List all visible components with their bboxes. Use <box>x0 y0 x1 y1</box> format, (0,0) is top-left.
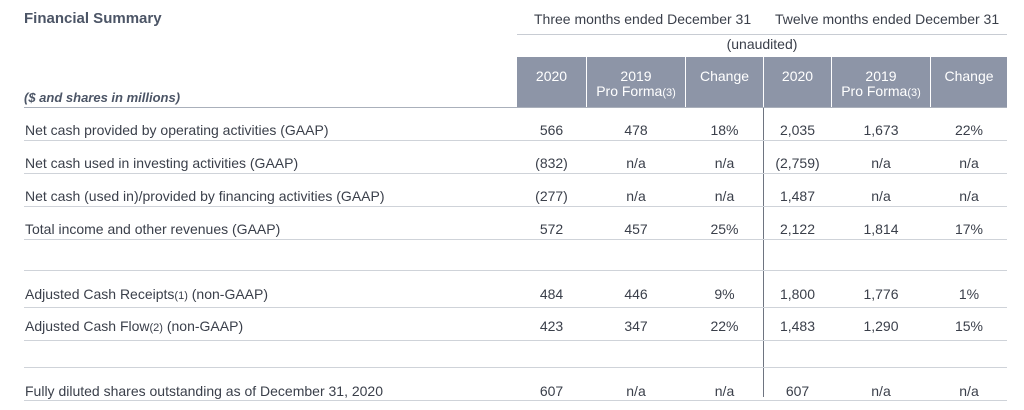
table-cell: n/a <box>871 155 891 171</box>
unaudited-label: (unaudited) <box>726 36 798 52</box>
table-row-label: Fully diluted shares outstanding as of D… <box>25 383 383 399</box>
table-cell: 17% <box>954 221 984 237</box>
row-rule <box>24 270 1007 271</box>
period-divider <box>763 107 764 397</box>
table-cell: 607 <box>785 383 810 399</box>
row-rule <box>24 239 1007 240</box>
row-rule <box>24 340 1007 341</box>
table-cell: 566 <box>539 122 564 138</box>
table-cell: 1% <box>958 286 980 302</box>
table-cell: n/a <box>714 155 735 171</box>
header-y-2020: 2020 <box>764 57 831 107</box>
table-cell: n/a <box>959 155 979 171</box>
header-q-change: Change <box>686 57 763 107</box>
financial-summary-title: Financial Summary <box>24 10 162 27</box>
table-cell: 1,800 <box>779 286 816 302</box>
table-cell: (277) <box>535 188 568 204</box>
table-cell: n/a <box>959 383 979 399</box>
table-row-label: Net cash provided by operating activitie… <box>25 122 329 138</box>
table-row-label: Adjusted Cash Receipts(1) (non-GAAP) <box>25 286 269 302</box>
header-y-change: Change <box>931 57 1007 107</box>
table-cell: n/a <box>871 188 891 204</box>
header-y-2019: 2019 Pro Forma(3) <box>832 57 930 107</box>
table-cell: 22% <box>954 122 984 138</box>
table-cell: 1,776 <box>863 286 899 302</box>
table-cell: 1,814 <box>863 221 899 237</box>
table-cell: 1,487 <box>779 188 816 204</box>
table-row-label: Net cash (used in)/provided by financing… <box>25 188 385 204</box>
header-rule <box>24 107 1007 108</box>
header-q-2019: 2019 Pro Forma(3) <box>587 57 685 107</box>
table-cell: 1,290 <box>863 318 899 334</box>
table-cell: 457 <box>624 221 648 237</box>
table-cell: 607 <box>539 383 564 399</box>
table-cell: n/a <box>626 155 646 171</box>
row-rule <box>24 367 1007 368</box>
table-cell: 446 <box>624 286 648 302</box>
period-twelve-months: Twelve months ended December 31 <box>775 11 1000 27</box>
table-cell: n/a <box>714 188 735 204</box>
table-cell: (2,759) <box>775 155 820 171</box>
table-cell: 484 <box>539 286 564 302</box>
row-rule <box>24 400 1007 401</box>
table-cell: n/a <box>959 188 979 204</box>
table-cell: 347 <box>624 318 648 334</box>
table-cell: 2,035 <box>779 122 816 138</box>
row-rule <box>24 173 1007 174</box>
row-rule <box>24 307 1007 308</box>
table-cell: n/a <box>871 383 891 399</box>
table-cell: 572 <box>539 221 564 237</box>
table-cell: n/a <box>714 383 735 399</box>
table-cell: 1,673 <box>863 122 899 138</box>
table-cell: 9% <box>714 286 735 302</box>
table-row-label: Total income and other revenues (GAAP) <box>25 221 281 237</box>
table-row-label: Net cash used in investing activities (G… <box>25 155 299 171</box>
row-rule <box>24 140 1007 141</box>
table-row-label: Adjusted Cash Flow(2) (non-GAAP) <box>25 318 244 334</box>
table-cell: 18% <box>710 122 739 138</box>
header-q-2020: 2020 <box>517 57 586 107</box>
table-cell: 2,122 <box>779 221 816 237</box>
units-label: ($ and shares in millions) <box>24 90 181 105</box>
row-rule <box>24 206 1007 207</box>
table-cell: (832) <box>535 155 568 171</box>
table-cell: 423 <box>539 318 564 334</box>
table-cell: 478 <box>624 122 648 138</box>
table-cell: 25% <box>710 221 739 237</box>
table-cell: 1,483 <box>779 318 816 334</box>
table-cell: 15% <box>954 318 984 334</box>
table-cell: n/a <box>626 383 646 399</box>
table-cell: n/a <box>626 188 646 204</box>
period-rule <box>517 34 1007 35</box>
period-three-months: Three months ended December 31 <box>534 11 752 27</box>
table-cell: 22% <box>710 318 739 334</box>
